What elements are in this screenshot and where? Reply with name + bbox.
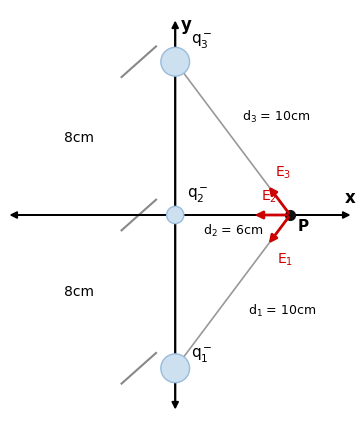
Text: q$_3^-$: q$_3^-$ [190,31,212,50]
Text: 8cm: 8cm [64,285,94,299]
Text: q$_1^-$: q$_1^-$ [190,345,212,365]
Text: d$_1$ = 10cm: d$_1$ = 10cm [248,303,316,319]
Text: E$_2$: E$_2$ [261,189,277,206]
Text: P: P [298,219,309,234]
Circle shape [167,206,184,224]
Text: d$_2$ = 6cm: d$_2$ = 6cm [203,223,263,239]
Text: E$_3$: E$_3$ [275,164,291,181]
Text: x: x [345,189,355,207]
Circle shape [161,354,190,383]
Text: 8cm: 8cm [64,131,94,145]
Circle shape [161,47,190,76]
Text: d$_3$ = 10cm: d$_3$ = 10cm [242,109,311,125]
Text: q$_2^-$: q$_2^-$ [187,184,208,203]
Text: E$_1$: E$_1$ [277,252,293,268]
Text: y: y [181,16,192,34]
